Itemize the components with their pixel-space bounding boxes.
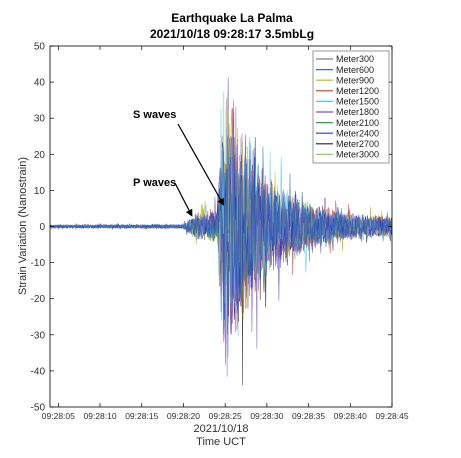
x-tick-label: 09:28:30 [250,411,283,421]
y-tick-label: -30 [31,330,46,341]
y-tick-label: 30 [34,114,46,125]
chart-subtitle: 2021/10/18 09:28:17 3.5mbLg [150,27,314,41]
chart-title: Earthquake La Palma [171,11,293,25]
y-tick-label: -10 [31,258,46,269]
y-tick-label: 20 [34,150,46,161]
annotation-arrow [177,123,225,206]
legend-label: Meter900 [336,75,374,85]
y-tick-label: 0 [39,222,45,233]
y-axis: -50 -40 -30 -20 -10 0 10 20 30 40 50 [31,42,392,414]
x-axis: 09:28:05 09:28:10 09:28:15 09:28:20 09:28:25… [42,46,409,421]
x-axis-label: Time UCT [196,436,246,448]
annotations: S waves P waves [133,109,225,217]
legend-label: Meter1800 [336,107,379,117]
legend-label: Meter1500 [336,97,379,107]
trace-meter600 [50,136,392,333]
annotation-label: P waves [133,177,176,189]
x-axis-date-label: 2021/10/18 [193,423,248,435]
x-tick-label: 09:28:45 [375,411,408,421]
y-tick-label: 10 [34,186,46,197]
x-tick-label: 09:28:15 [125,411,158,421]
annotation-arrow [174,182,193,217]
legend-label: Meter2400 [336,128,379,138]
y-tick-label: -50 [31,403,46,414]
x-tick-label: 09:28:25 [209,411,242,421]
x-tick-label: 09:28:10 [84,411,117,421]
x-tick-label: 09:28:35 [292,411,325,421]
y-tick-label: 40 [34,78,46,89]
y-axis-label: Strain Variation (Nanostrain) [17,157,29,295]
legend: Meter300Meter600Meter900Meter1200Meter15… [312,50,390,164]
legend-label: Meter300 [336,54,374,64]
legend-label: Meter2700 [336,139,379,149]
x-tick-label: 09:28:20 [167,411,200,421]
legend-label: Meter1200 [336,86,379,96]
y-tick-label: 50 [34,42,46,53]
legend-label: Meter3000 [336,150,379,160]
x-tick-label: 09:28:05 [42,411,75,421]
y-tick-label: -20 [31,294,46,305]
annotation-label: S waves [133,109,176,121]
legend-label: Meter2100 [336,118,379,128]
y-tick-label: -40 [31,366,46,377]
legend-label: Meter600 [336,65,374,75]
x-tick-label: 09:28:40 [334,411,367,421]
